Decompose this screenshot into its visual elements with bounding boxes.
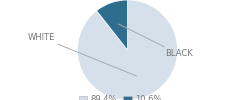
Wedge shape — [78, 0, 178, 100]
Wedge shape — [97, 0, 127, 50]
Legend: 89.4%, 10.6%: 89.4%, 10.6% — [75, 92, 165, 100]
Text: WHITE: WHITE — [28, 33, 137, 76]
Text: BLACK: BLACK — [119, 24, 193, 58]
